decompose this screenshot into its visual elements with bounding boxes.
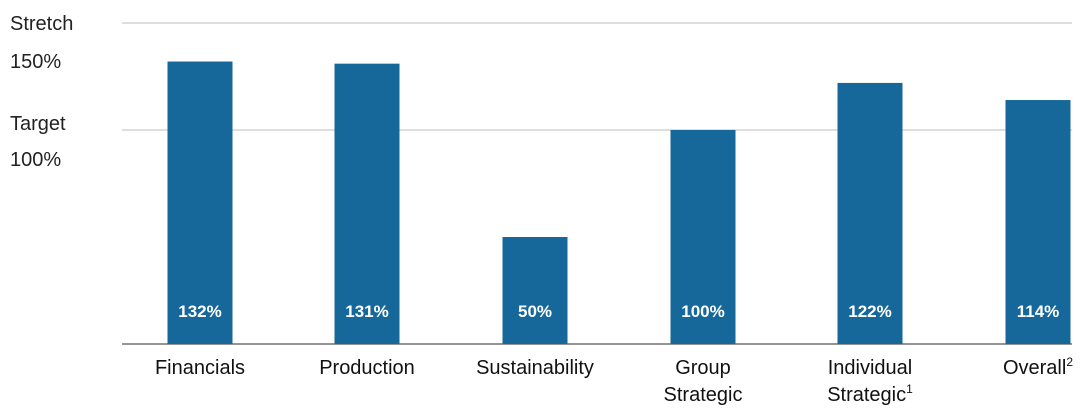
category-label-3: Group: [675, 357, 731, 379]
bar-value-label-1: 131%: [345, 302, 388, 321]
bar-5: [1005, 100, 1071, 344]
bar-1: [334, 63, 400, 344]
target-value-label: 100%: [10, 149, 61, 171]
category-label-2: Sustainability: [476, 357, 594, 379]
bar-value-labels: 132% 131% 50% 100% 122% 114%: [178, 302, 1059, 321]
bars: [167, 61, 1071, 345]
bar-value-label-4: 122%: [848, 302, 891, 321]
y-axis-labels: Stretch 150% Target 100%: [10, 13, 73, 171]
bar-value-label-2: 50%: [518, 302, 552, 321]
category-label-5: Overall2: [1003, 355, 1073, 379]
reference-lines: [122, 22, 1072, 131]
bar-value-label-0: 132%: [178, 302, 221, 321]
bar-value-label-5: 114%: [1017, 302, 1060, 321]
bar-4: [837, 82, 903, 345]
bar-2: [502, 237, 568, 344]
category-label-0: Financials: [155, 357, 245, 379]
category-label-4-line2: Strategic1: [827, 382, 913, 406]
target-label: Target: [10, 113, 66, 135]
stretch-value-label: 150%: [10, 51, 61, 73]
bar-0: [167, 61, 233, 345]
category-labels: Financials Production Sustainability Group S…: [155, 355, 1073, 406]
category-label-1: Production: [319, 357, 415, 379]
category-label-4: Individual: [828, 357, 913, 379]
bar-3: [670, 130, 736, 344]
bar-value-label-3: 100%: [681, 302, 724, 321]
stretch-label: Stretch: [10, 13, 73, 35]
category-label-3-line2: Strategic: [664, 384, 743, 406]
